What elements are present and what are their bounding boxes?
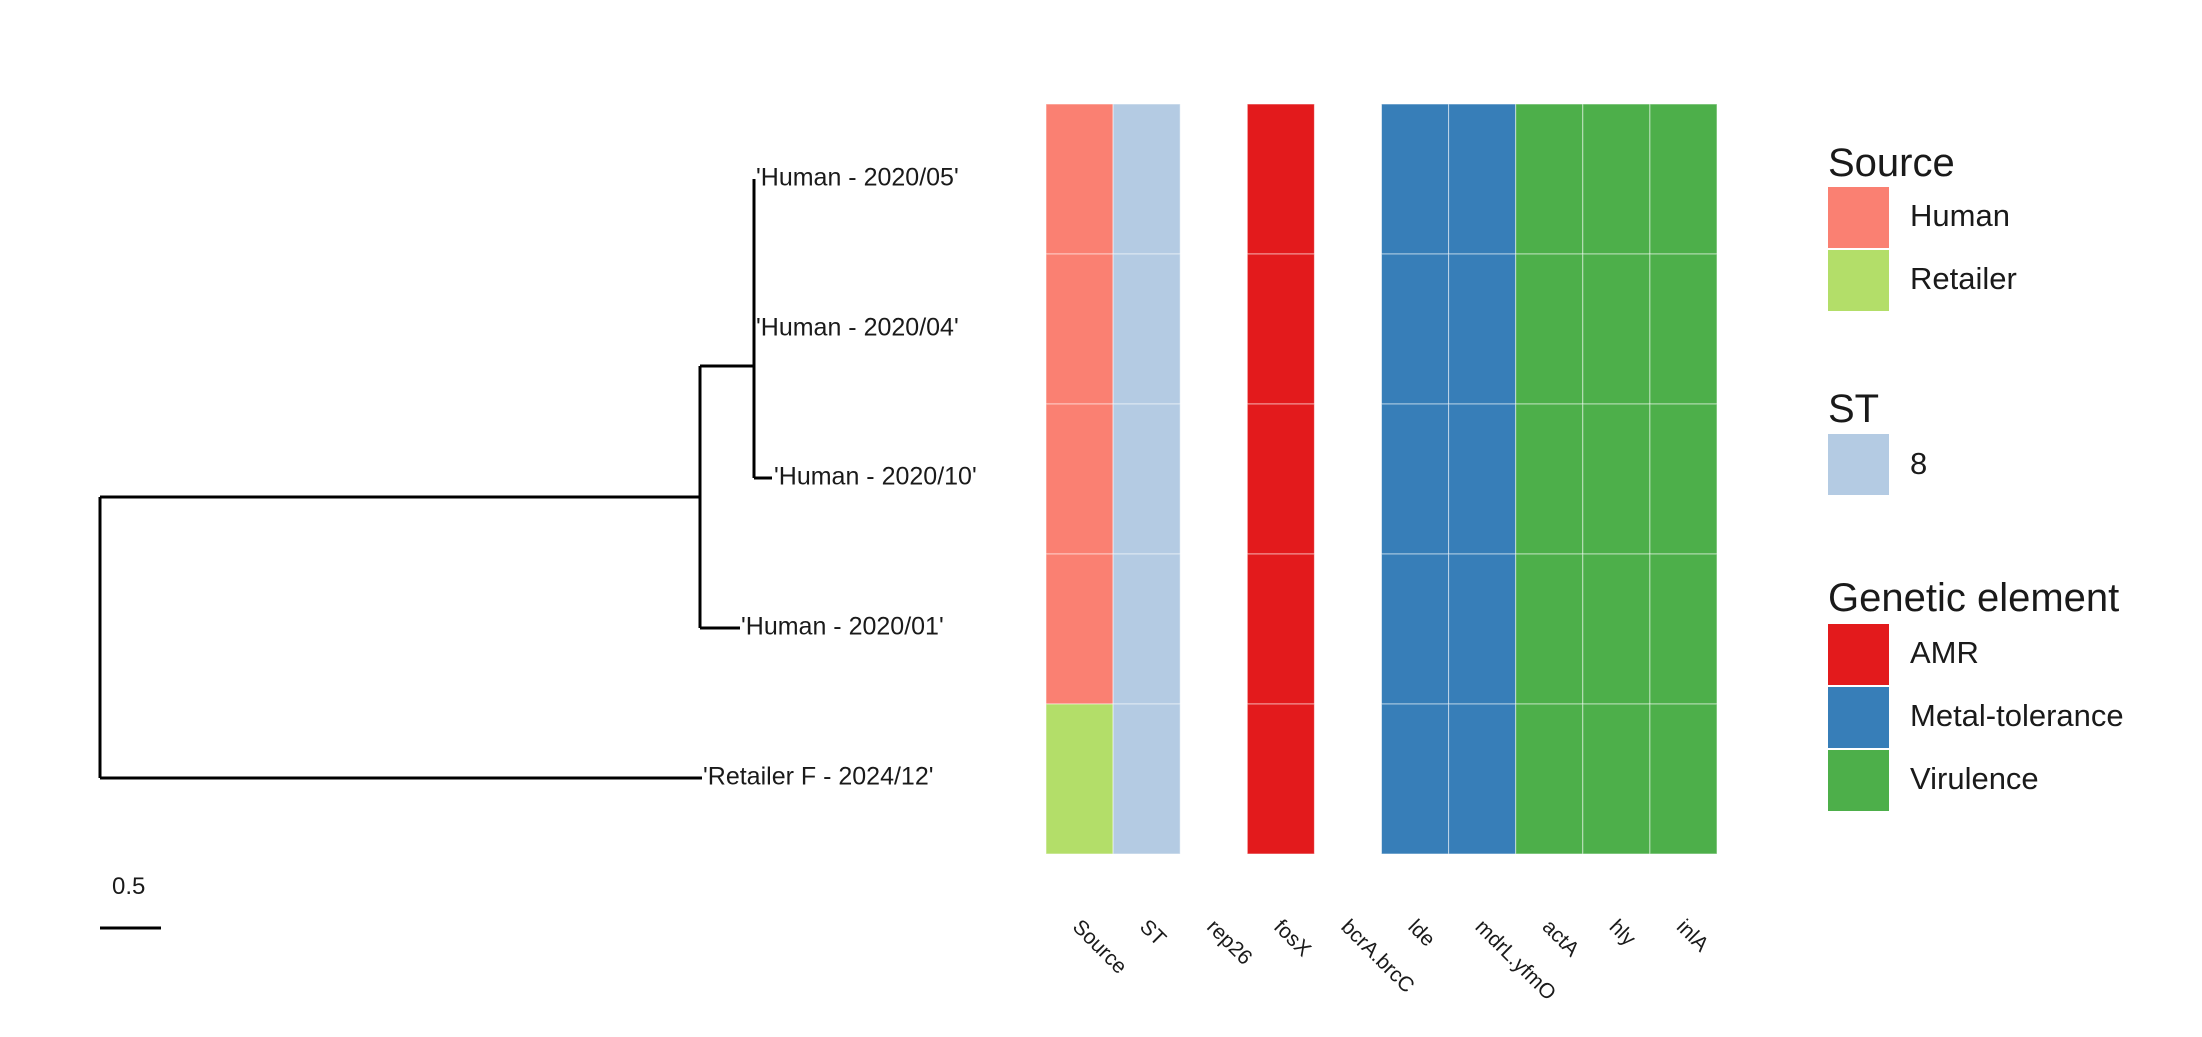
legend-genetic-element: Genetic element AMR Metal-tolerance Viru… xyxy=(1828,576,2124,811)
scale-bar: 0.5 xyxy=(100,873,161,930)
heatmap-column-label: fosX xyxy=(1269,915,1315,961)
heatmap xyxy=(1045,103,1718,855)
legend-key xyxy=(1828,434,1889,495)
heatmap-cell xyxy=(1246,253,1315,405)
tree-branches xyxy=(98,179,772,780)
heatmap-column-label: actA xyxy=(1538,915,1584,961)
heatmap-cell xyxy=(1045,103,1114,255)
tip-label: 'Human - 2020/01' xyxy=(741,613,944,641)
heatmap-cell xyxy=(1582,553,1651,705)
heatmap-cell xyxy=(1515,403,1584,555)
heatmap-cell xyxy=(1381,703,1450,855)
heatmap-cell xyxy=(1381,103,1450,255)
heatmap-cell xyxy=(1515,253,1584,405)
heatmap-cell xyxy=(1381,553,1450,705)
heatmap-cell xyxy=(1515,553,1584,705)
heatmap-cell xyxy=(1246,103,1315,255)
heatmap-cell xyxy=(1649,403,1718,555)
heatmap-cell xyxy=(1448,103,1517,255)
heatmap-cell xyxy=(1448,703,1517,855)
heatmap-column-label: rep26 xyxy=(1202,915,1256,969)
legend-title: Source xyxy=(1828,141,1955,185)
heatmap-cell xyxy=(1045,403,1114,555)
heatmap-column-label: ST xyxy=(1135,915,1170,950)
heatmap-cell xyxy=(1649,253,1718,405)
heatmap-column-label: lde xyxy=(1403,915,1439,951)
heatmap-cell xyxy=(1582,103,1651,255)
heatmap-cell xyxy=(1246,703,1315,855)
legend-label: Virulence xyxy=(1910,761,2039,796)
legend-source: Source Human Retailer xyxy=(1828,141,2017,311)
legend-label: Human xyxy=(1910,198,2010,233)
heatmap-cell xyxy=(1582,253,1651,405)
heatmap-cell xyxy=(1649,553,1718,705)
legend-key xyxy=(1828,624,1889,685)
heatmap-cell xyxy=(1112,103,1181,255)
heatmap-cell xyxy=(1112,703,1181,855)
heatmap-cell xyxy=(1246,553,1315,705)
legend-title: Genetic element xyxy=(1828,576,2119,620)
heatmap-cell xyxy=(1515,703,1584,855)
tip-label: 'Human - 2020/10' xyxy=(774,463,977,491)
heatmap-cell xyxy=(1582,703,1651,855)
tip-label: 'Human - 2020/05' xyxy=(756,164,959,192)
heatmap-cell xyxy=(1448,253,1517,405)
tip-label: 'Human - 2020/04' xyxy=(756,314,959,342)
heatmap-cell xyxy=(1045,253,1114,405)
legend-label: 8 xyxy=(1910,446,1927,481)
legend-label: AMR xyxy=(1910,635,1979,670)
heatmap-cell xyxy=(1582,403,1651,555)
heatmap-cell xyxy=(1448,403,1517,555)
heatmap-cell xyxy=(1649,103,1718,255)
heatmap-cell xyxy=(1045,703,1114,855)
tip-label: 'Retailer F - 2024/12' xyxy=(703,763,934,791)
heatmap-column-label: hly xyxy=(1605,915,1641,951)
heatmap-cell xyxy=(1112,253,1181,405)
heatmap-cell xyxy=(1246,403,1315,555)
legend-title: ST xyxy=(1828,387,1879,431)
heatmap-cell xyxy=(1045,553,1114,705)
legend-key xyxy=(1828,750,1889,811)
heatmap-column-label: inlA xyxy=(1672,915,1713,956)
heatmap-cell xyxy=(1515,103,1584,255)
legend-label: Retailer xyxy=(1910,261,2017,296)
heatmap-cell xyxy=(1112,553,1181,705)
scale-bar-label: 0.5 xyxy=(112,873,145,900)
legend-key xyxy=(1828,687,1889,748)
heatmap-cell xyxy=(1649,703,1718,855)
heatmap-cell xyxy=(1381,253,1450,405)
heatmap-cell xyxy=(1448,553,1517,705)
legend-label: Metal-tolerance xyxy=(1910,698,2124,733)
tip-labels: 'Human - 2020/05' 'Human - 2020/04' 'Hum… xyxy=(703,164,977,791)
legend: Source Human Retailer ST 8 Genetic eleme… xyxy=(1828,141,2124,811)
heatmap-column-label: Source xyxy=(1068,915,1131,978)
heatmap-cell xyxy=(1112,403,1181,555)
legend-key xyxy=(1828,250,1889,311)
heatmap-cell xyxy=(1381,403,1450,555)
legend-key xyxy=(1828,187,1889,248)
legend-st: ST 8 xyxy=(1828,387,1927,495)
